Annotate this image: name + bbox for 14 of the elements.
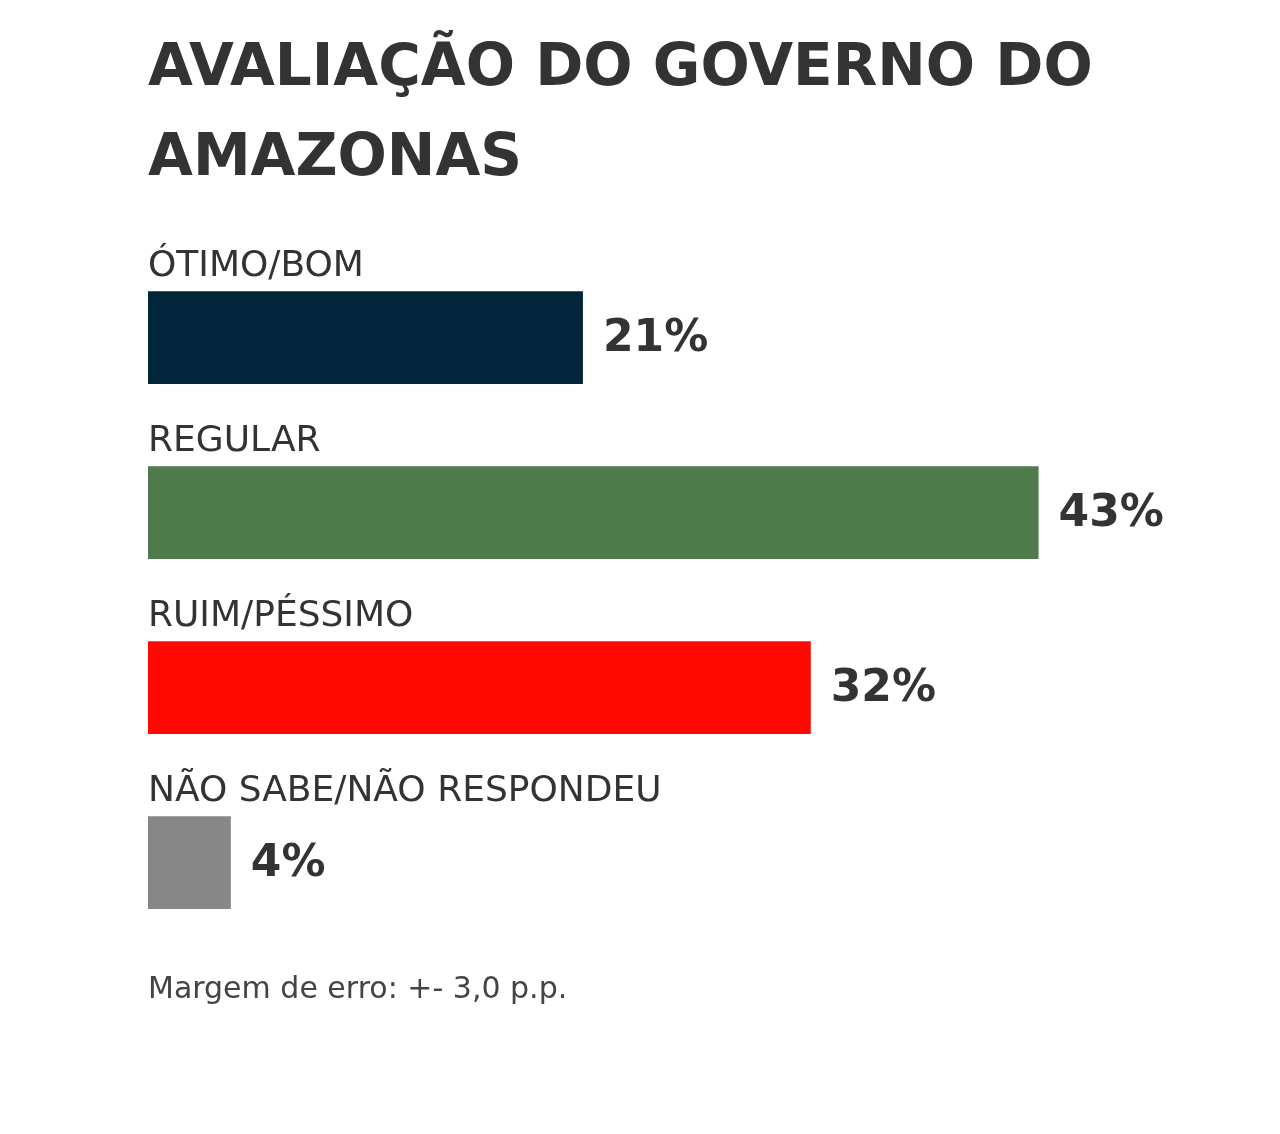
text: Margem de erro: +- 3,0 p.p.: [148, 970, 569, 1005]
bar: [148, 641, 811, 734]
y-tick-label: ÓTIMO/BOM: [148, 243, 364, 285]
y-tick-label: REGULAR: [148, 418, 321, 460]
data-label: 43%: [1058, 484, 1164, 536]
y-tick-label: RUIM/PÉSSIMO: [148, 593, 414, 635]
bar: [148, 816, 231, 909]
bar: [148, 466, 1039, 559]
data-label: 21%: [602, 309, 709, 361]
bar: [148, 291, 583, 384]
data-label: 32%: [830, 659, 937, 711]
data-label: 4%: [250, 834, 326, 886]
y-tick-label: NÃO SABE/NÃO RESPONDEU: [148, 768, 662, 810]
chart-title: AVALIAÇÃO DO GOVERNO DO AMAZONAS: [148, 29, 1094, 191]
